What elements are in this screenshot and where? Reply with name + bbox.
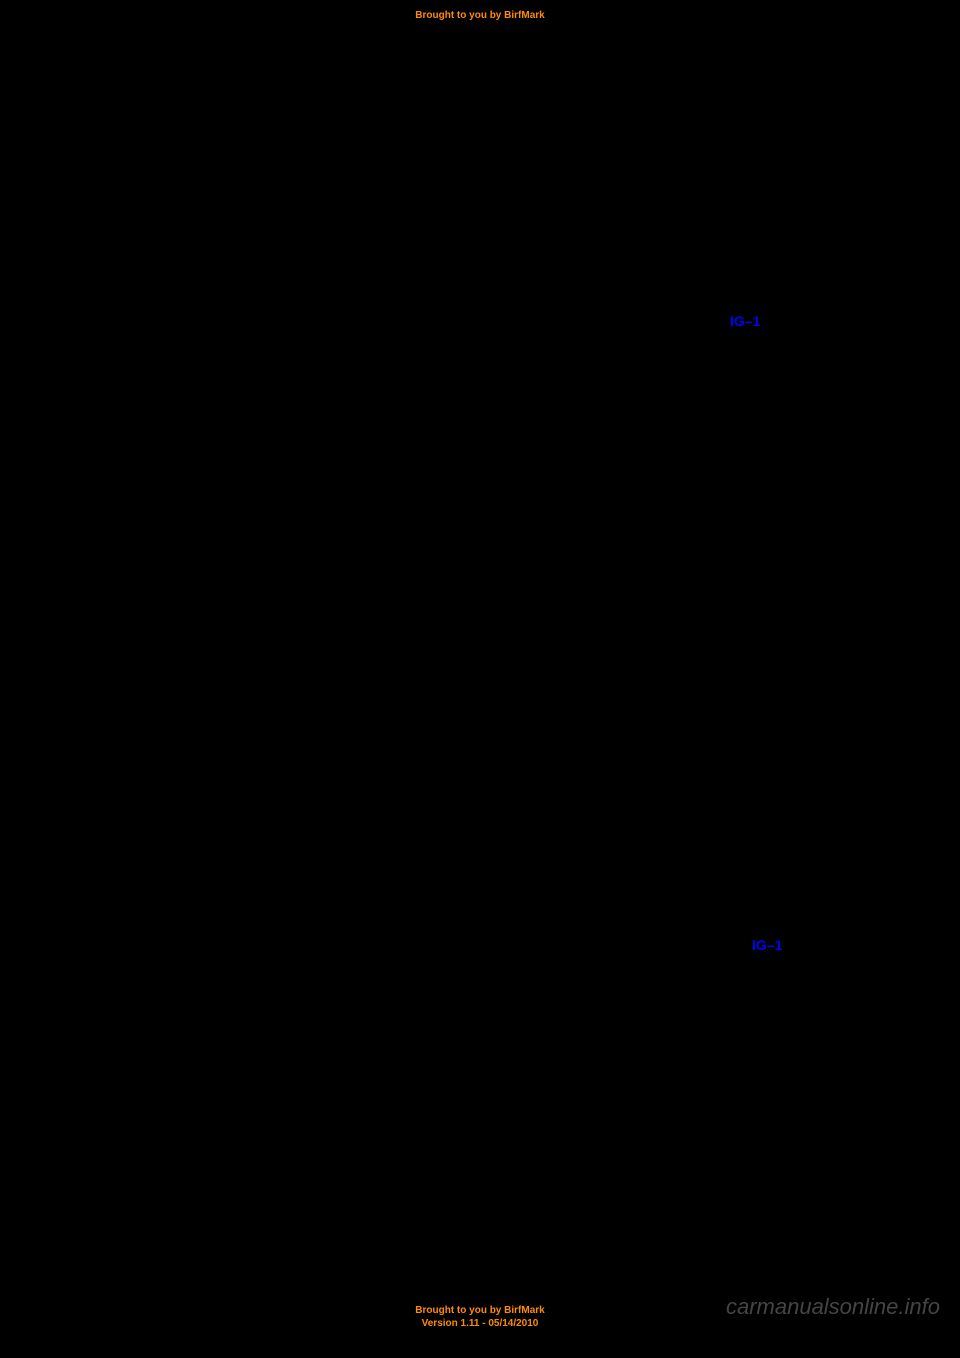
watermark-text: carmanualsonline.info xyxy=(726,1294,940,1320)
footer-line-2: Version 1.11 - 05/14/2010 xyxy=(415,1317,544,1330)
footer-credit-text: Brought to you by BirfMark Version 1.11 … xyxy=(415,1304,544,1330)
page-reference-link-2[interactable]: IG–1 xyxy=(752,937,782,953)
header-credit-text: Brought to you by BirfMark xyxy=(415,10,544,21)
page-reference-link-1[interactable]: IG–1 xyxy=(730,313,760,329)
footer-line-1: Brought to you by BirfMark xyxy=(415,1304,544,1317)
